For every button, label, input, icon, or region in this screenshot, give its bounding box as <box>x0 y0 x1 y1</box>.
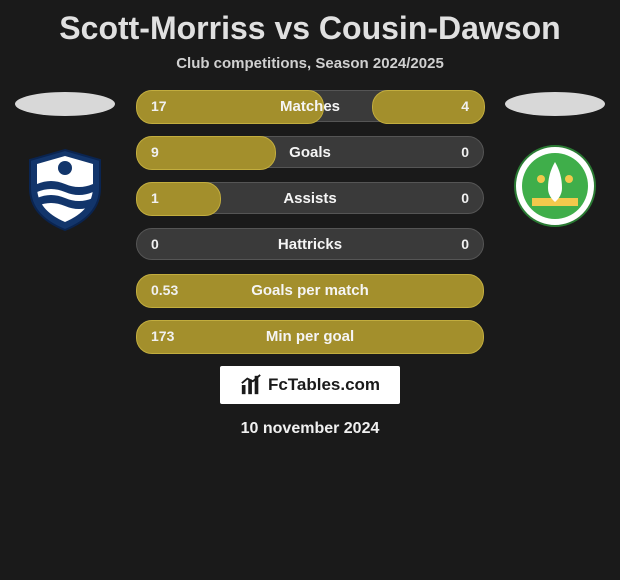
bar-value-right: 0 <box>461 190 469 206</box>
brand-attribution[interactable]: FcTables.com <box>220 366 400 404</box>
stat-bar: 173Min per goal <box>136 320 484 352</box>
bar-label: Matches <box>137 98 483 115</box>
page-subtitle: Club competitions, Season 2024/2025 <box>176 55 444 72</box>
left-team-column <box>10 90 120 234</box>
brand-text: FcTables.com <box>268 375 380 395</box>
bar-value-right: 0 <box>461 144 469 160</box>
page-title: Scott-Morriss vs Cousin-Dawson <box>59 10 560 47</box>
main-row: 17Matches49Goals01Assists00Hattricks00.5… <box>0 90 620 352</box>
right-team-badge <box>510 144 600 234</box>
player-shadow-right <box>505 92 605 116</box>
bar-value-right: 0 <box>461 236 469 252</box>
right-team-column <box>500 90 610 234</box>
left-team-badge <box>20 144 110 234</box>
bar-label: Hattricks <box>137 236 483 253</box>
stat-bar: 0Hattricks0 <box>136 228 484 260</box>
stat-bar: 1Assists0 <box>136 182 484 214</box>
report-date: 10 november 2024 <box>241 420 380 438</box>
bar-label: Assists <box>137 190 483 207</box>
chart-icon <box>240 374 262 396</box>
stat-bar: 9Goals0 <box>136 136 484 168</box>
stats-bars: 17Matches49Goals01Assists00Hattricks00.5… <box>130 90 490 352</box>
stat-bar: 0.53Goals per match <box>136 274 484 306</box>
bar-value-right: 4 <box>461 98 469 114</box>
shield-icon <box>510 144 600 234</box>
player-shadow-left <box>15 92 115 116</box>
comparison-card: Scott-Morriss vs Cousin-Dawson Club comp… <box>0 0 620 438</box>
stat-bar: 17Matches4 <box>136 90 484 122</box>
bar-label: Min per goal <box>137 328 483 345</box>
bar-label: Goals per match <box>137 282 483 299</box>
bar-label: Goals <box>137 144 483 161</box>
shield-icon <box>20 144 110 234</box>
